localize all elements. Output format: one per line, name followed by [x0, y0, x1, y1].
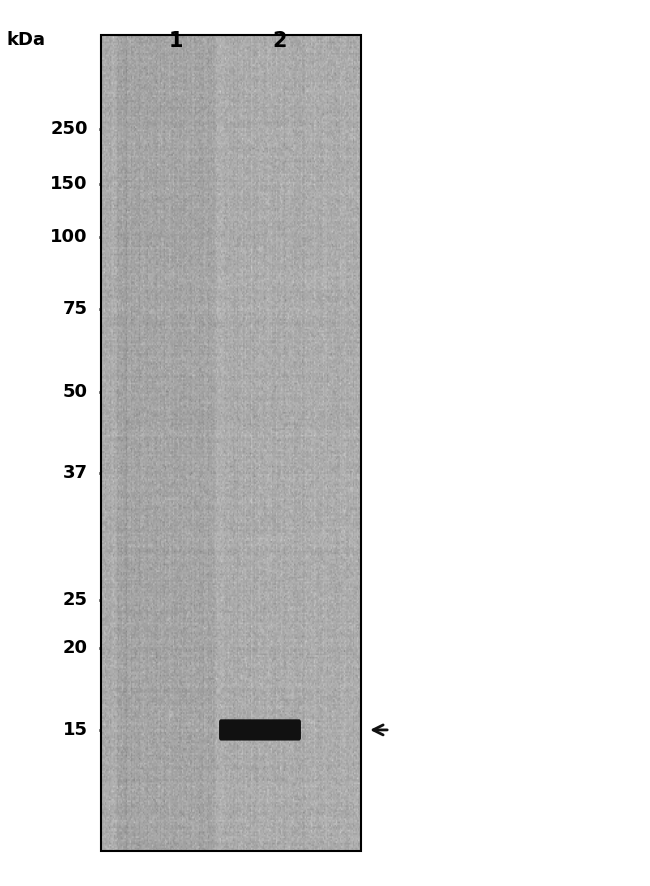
Text: 100: 100: [50, 228, 88, 245]
Text: 2: 2: [272, 31, 287, 51]
Text: 50: 50: [63, 383, 88, 400]
Text: 20: 20: [63, 640, 88, 657]
Bar: [101, 35, 361, 851]
Text: 150: 150: [50, 175, 88, 193]
Text: 37: 37: [63, 464, 88, 482]
Text: 250: 250: [50, 120, 88, 138]
Text: 1: 1: [168, 31, 183, 51]
FancyBboxPatch shape: [219, 719, 301, 741]
Text: kDa: kDa: [6, 31, 46, 49]
Text: 25: 25: [63, 590, 88, 609]
Text: 15: 15: [63, 721, 88, 739]
Text: 75: 75: [63, 299, 88, 317]
